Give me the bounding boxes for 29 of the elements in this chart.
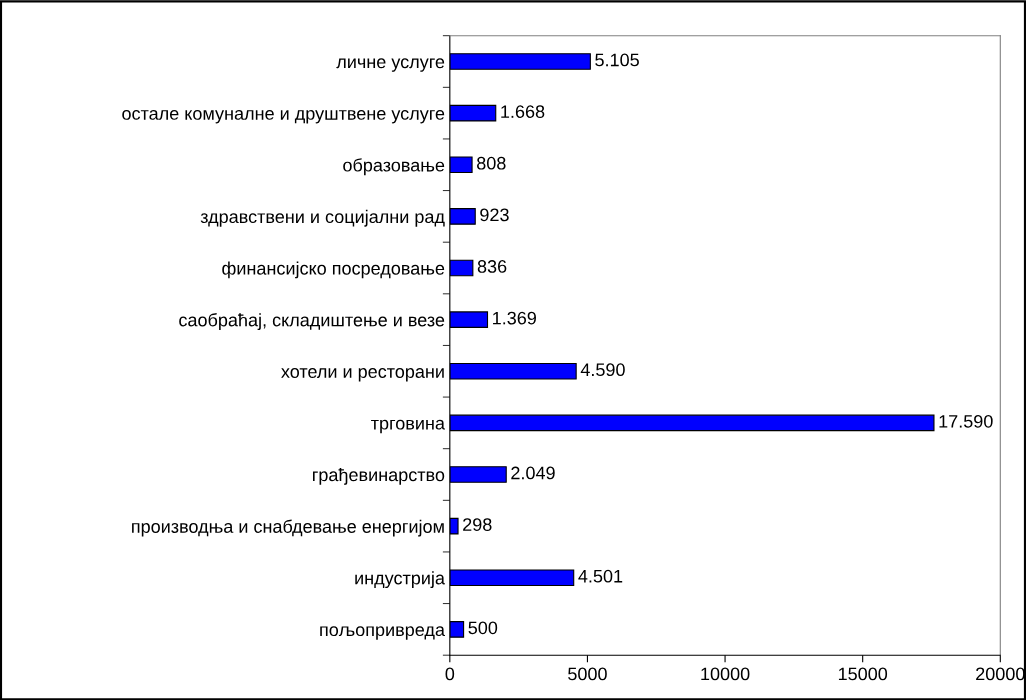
y-tick-label: грађевинарство xyxy=(313,467,445,485)
data-label: 2.049 xyxy=(511,466,555,480)
y-tick-label: индустрија xyxy=(355,571,445,589)
y-tick-label: здравствени и социјални рад xyxy=(200,209,445,227)
y-tick-label: личне услуге xyxy=(336,58,445,72)
y-tick-label: трговина xyxy=(371,419,445,434)
x-tick-label: 10000 xyxy=(701,667,750,681)
data-label: 5.105 xyxy=(595,53,639,67)
y-tick-label: хотели и ресторани xyxy=(281,368,444,382)
data-label: 4.590 xyxy=(580,363,625,377)
y-tick-label: образовање xyxy=(343,158,445,176)
data-label: 1.668 xyxy=(501,105,545,118)
y-tick-label: пољопривреда xyxy=(320,626,445,640)
data-label: 923 xyxy=(480,208,509,222)
y-tick-label: остале комуналне и друштвене услуге xyxy=(122,109,445,124)
y-tick-label: саобраћај, складиштење и везе xyxy=(179,313,445,331)
data-label: 836 xyxy=(477,260,507,273)
x-tick-label: 0 xyxy=(445,667,455,681)
x-tick-label: 20000 xyxy=(976,667,1025,681)
y-tick-label: производња и снабдевање енергијом xyxy=(132,519,444,537)
data-label: 4.501 xyxy=(578,569,623,583)
x-tick-label: 5000 xyxy=(568,667,607,681)
data-label: 1.369 xyxy=(493,311,536,325)
x-tick-label: 15000 xyxy=(838,667,888,681)
data-label: 17.590 xyxy=(939,414,993,428)
y-tick-label: финансијско посредовање xyxy=(222,261,445,279)
data-label: 298 xyxy=(463,518,492,531)
data-label: 808 xyxy=(477,156,506,170)
data-label: 500 xyxy=(468,621,498,635)
